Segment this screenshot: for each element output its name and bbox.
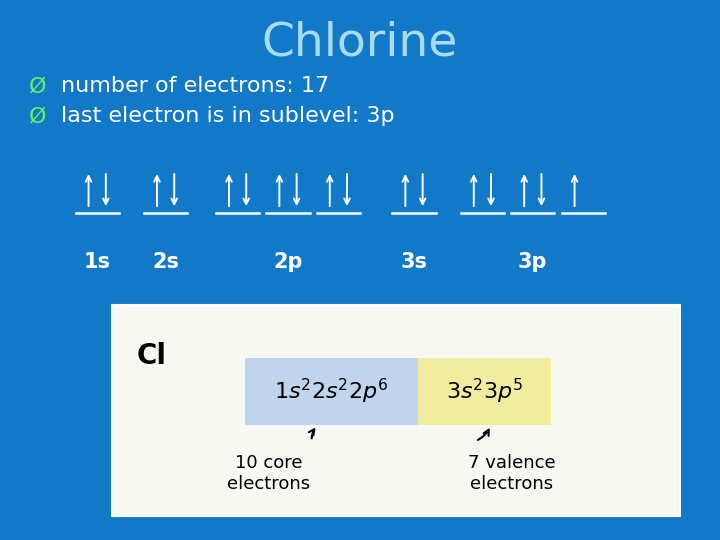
Bar [418,357,551,425]
Text: number of electrons: 17: number of electrons: 17 [61,76,329,97]
Text: Cl: Cl [137,342,167,370]
Text: 1s: 1s [84,252,111,272]
Text: Ø: Ø [29,106,46,126]
Text: last electron is in sublevel: 3p: last electron is in sublevel: 3p [61,106,395,126]
Text: Chlorine: Chlorine [262,21,458,66]
Text: 2s: 2s [152,252,179,272]
Text: 2p: 2p [274,252,302,272]
Bar [112,305,680,516]
Text: 3s: 3s [400,252,428,272]
Text: $1s^22s^22p^6$: $1s^22s^22p^6$ [274,377,389,406]
Bar [245,357,418,425]
Text: 3p: 3p [518,252,547,272]
Text: 7 valence
electrons: 7 valence electrons [467,454,555,493]
Text: $3s^23p^5$: $3s^23p^5$ [446,377,523,406]
Text: 10 core
electrons: 10 core electrons [227,454,310,493]
Text: Ø: Ø [29,76,46,97]
